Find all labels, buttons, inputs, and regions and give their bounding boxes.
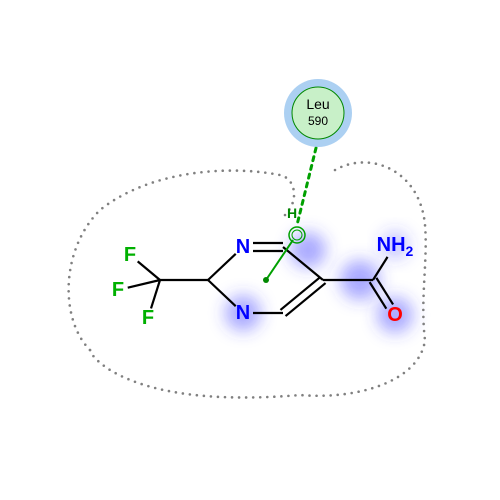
atom-n3: N bbox=[236, 302, 250, 324]
residue-node bbox=[292, 87, 344, 139]
bonds bbox=[128, 243, 393, 316]
residue-label: Leu bbox=[306, 96, 329, 112]
arene-link-line bbox=[266, 240, 293, 280]
interaction-diagram: HNNFFFONH2Leu590 bbox=[0, 0, 500, 500]
atom-o: O bbox=[387, 304, 403, 326]
atom-f3: F bbox=[142, 307, 154, 329]
atom-nh2: NH2 bbox=[377, 234, 414, 259]
atom-f1: F bbox=[124, 244, 136, 266]
arene-interaction-line bbox=[297, 148, 316, 225]
residue-number: 590 bbox=[308, 114, 328, 128]
ring-centroid-dot bbox=[263, 277, 269, 283]
arene-h-label: H bbox=[287, 205, 297, 221]
atom-f2: F bbox=[112, 279, 124, 301]
atom-n1: N bbox=[236, 236, 250, 258]
